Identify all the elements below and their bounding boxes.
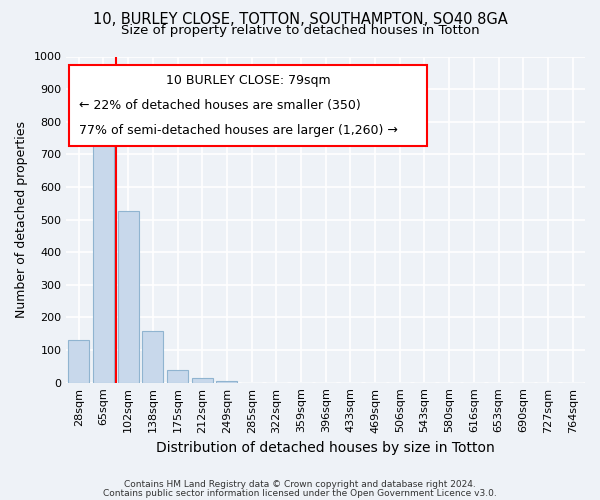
FancyBboxPatch shape [69,64,427,146]
Text: 10, BURLEY CLOSE, TOTTON, SOUTHAMPTON, SO40 8GA: 10, BURLEY CLOSE, TOTTON, SOUTHAMPTON, S… [92,12,508,28]
Bar [192,378,213,382]
Text: Contains public sector information licensed under the Open Government Licence v3: Contains public sector information licen… [103,488,497,498]
Bar [93,128,114,382]
Text: Contains HM Land Registry data © Crown copyright and database right 2024.: Contains HM Land Registry data © Crown c… [124,480,476,489]
Text: 10 BURLEY CLOSE: 79sqm: 10 BURLEY CLOSE: 79sqm [166,74,330,87]
Bar [118,212,139,382]
Text: ← 22% of detached houses are smaller (350): ← 22% of detached houses are smaller (35… [79,99,361,112]
Text: Size of property relative to detached houses in Totton: Size of property relative to detached ho… [121,24,479,37]
X-axis label: Distribution of detached houses by size in Totton: Distribution of detached houses by size … [157,441,495,455]
Bar [68,340,89,382]
Y-axis label: Number of detached properties: Number of detached properties [15,121,28,318]
Bar [167,370,188,382]
Bar [217,381,238,382]
Bar [142,331,163,382]
Text: 77% of semi-detached houses are larger (1,260) →: 77% of semi-detached houses are larger (… [79,124,398,137]
